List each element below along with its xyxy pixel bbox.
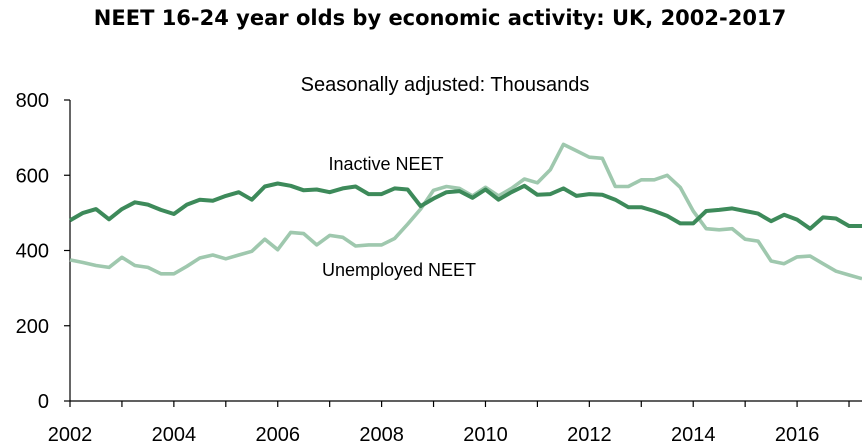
x-tick-label: 2010: [463, 424, 508, 443]
annotation-unemployed-neet: Unemployed NEET: [322, 260, 476, 280]
x-tick-label: 2014: [671, 424, 716, 443]
x-tick-label: 2008: [359, 424, 404, 443]
annotation-inactive-neet: Inactive NEET: [328, 154, 443, 174]
axes: 0 200 400 600 800 2002 2004 2006 2008 2010 2012 201…: [16, 90, 862, 443]
x-tick-label: 2006: [255, 424, 300, 443]
y-tick-label: 400: [16, 241, 49, 263]
series-layer: [69, 142, 862, 281]
series-line-unemployed-neet: [69, 142, 862, 281]
y-tick-label: 200: [16, 316, 49, 338]
x-tick-label: 2012: [567, 424, 612, 443]
y-tick-label: 800: [16, 90, 49, 112]
y-tick-label: 600: [16, 165, 49, 187]
y-tick-label: 0: [38, 391, 49, 413]
chart-subtitle: Seasonally adjusted: Thousands: [300, 74, 590, 96]
x-tick-label: 2002: [48, 424, 93, 443]
x-tick-label: 2004: [152, 424, 197, 443]
series-line-inactive-neet: [69, 181, 862, 231]
chart-title: NEET 16-24 year olds by economic activit…: [93, 6, 787, 30]
x-tick-label: 2016: [775, 424, 820, 443]
